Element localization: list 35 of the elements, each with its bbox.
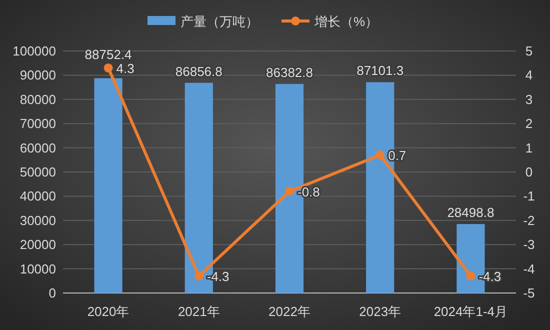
y2-tick-label: -2: [523, 212, 535, 228]
data-label: 87101.3: [356, 63, 404, 78]
y-tick-label: 90000: [20, 68, 56, 83]
y-tick-label: 0: [48, 286, 56, 300]
y2-tick-label: -1: [523, 188, 535, 204]
y-tick-label: 50000: [20, 164, 56, 180]
data-label: 4.3: [116, 60, 134, 76]
y2-tick-label: 3: [525, 92, 533, 107]
y2-tick-label: 2: [525, 116, 533, 132]
y-tick-label: 100000: [12, 44, 56, 58]
y2-tick-label: 5: [525, 44, 533, 58]
x-tick-label: 2022年: [268, 304, 310, 319]
y-tick-label: 20000: [20, 237, 56, 252]
x-tick-label: 2024年1-4月: [434, 304, 508, 319]
y-tick-label: 70000: [20, 116, 56, 132]
y2-tick-label: -3: [523, 237, 535, 252]
y-tick-label: 60000: [20, 140, 56, 156]
data-label: 86382.8: [266, 64, 313, 80]
data-label: 28498.8: [447, 205, 494, 220]
y2-tick-label: 1: [525, 140, 533, 156]
y2-tick-label: -4: [523, 261, 535, 276]
data-label: 86856.8: [175, 64, 222, 79]
y-tick-label: 40000: [20, 188, 56, 204]
y-tick-label: 30000: [20, 212, 56, 228]
y2-tick-label: -5: [523, 286, 535, 300]
x-tick-label: 2023年: [359, 304, 402, 319]
legend-label: 增长（%）: [314, 14, 378, 29]
y-tick-label: 10000: [20, 261, 56, 276]
legend-label: 产量（万吨）: [180, 14, 258, 29]
y2-tick-label: 4: [525, 68, 533, 83]
x-tick-label: 2021年: [178, 304, 220, 319]
y2-tick-label: 0: [525, 164, 533, 180]
y-tick-label: 80000: [20, 92, 56, 107]
data-label: 88752.4: [84, 46, 132, 62]
x-tick-label: 2020年: [87, 304, 130, 319]
